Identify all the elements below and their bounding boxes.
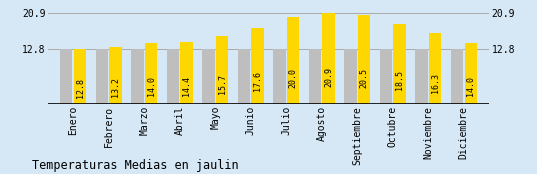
Bar (202, 49, 214, 104)
Bar (344, 49, 357, 104)
Bar (60, 49, 72, 104)
Bar (216, 36, 228, 104)
Bar (394, 24, 406, 104)
Bar (237, 49, 250, 104)
Text: 15.7: 15.7 (217, 74, 227, 94)
Text: 12.8: 12.8 (76, 78, 85, 98)
Text: 14.4: 14.4 (182, 76, 191, 96)
Bar (180, 42, 193, 104)
Text: 20.0: 20.0 (289, 68, 297, 88)
Bar (96, 49, 108, 104)
Bar (358, 15, 371, 104)
Text: 17.6: 17.6 (253, 71, 262, 91)
Text: 20.5: 20.5 (360, 68, 369, 88)
Bar (74, 49, 86, 104)
Bar (251, 28, 264, 104)
Bar (145, 43, 157, 104)
Text: 14.0: 14.0 (466, 76, 475, 96)
Bar (131, 49, 143, 104)
Bar (465, 43, 477, 104)
Bar (309, 49, 321, 104)
Text: Temperaturas Medias en jaulin: Temperaturas Medias en jaulin (32, 159, 239, 172)
Text: 20.9: 20.9 (324, 67, 333, 87)
Bar (429, 33, 441, 104)
Text: 18.5: 18.5 (395, 70, 404, 90)
Text: 14.0: 14.0 (147, 76, 156, 96)
Bar (287, 17, 300, 104)
Text: 13.2: 13.2 (111, 77, 120, 97)
Bar (166, 49, 179, 104)
Bar (273, 49, 286, 104)
Text: 16.3: 16.3 (431, 73, 440, 93)
Bar (323, 13, 335, 104)
Bar (380, 49, 392, 104)
Bar (451, 49, 463, 104)
Bar (415, 49, 427, 104)
Bar (110, 47, 122, 104)
